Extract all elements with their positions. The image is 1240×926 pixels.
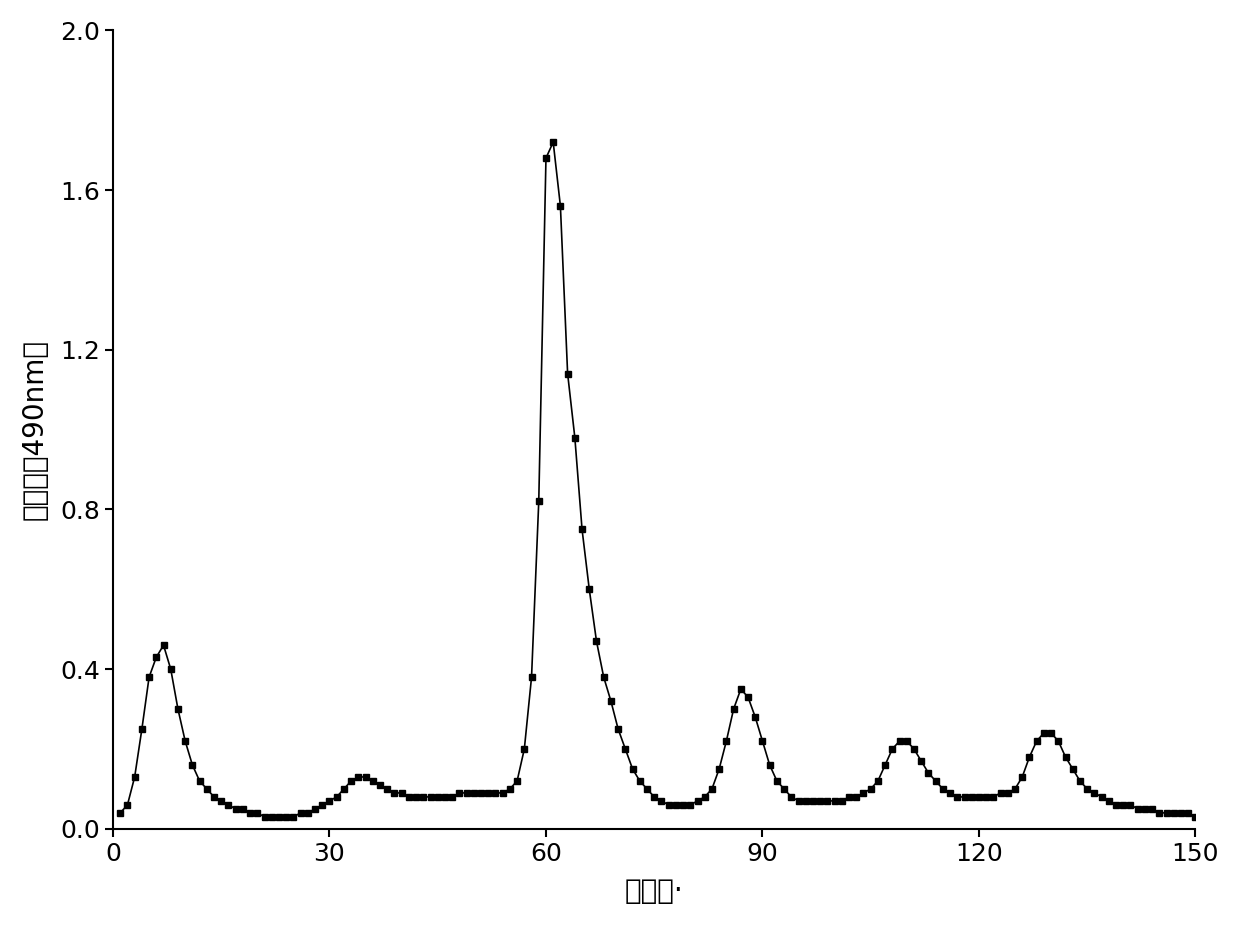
Y-axis label: 吸光度（490nm）: 吸光度（490nm） <box>21 339 48 520</box>
X-axis label: 试管号·: 试管号· <box>625 877 683 906</box>
